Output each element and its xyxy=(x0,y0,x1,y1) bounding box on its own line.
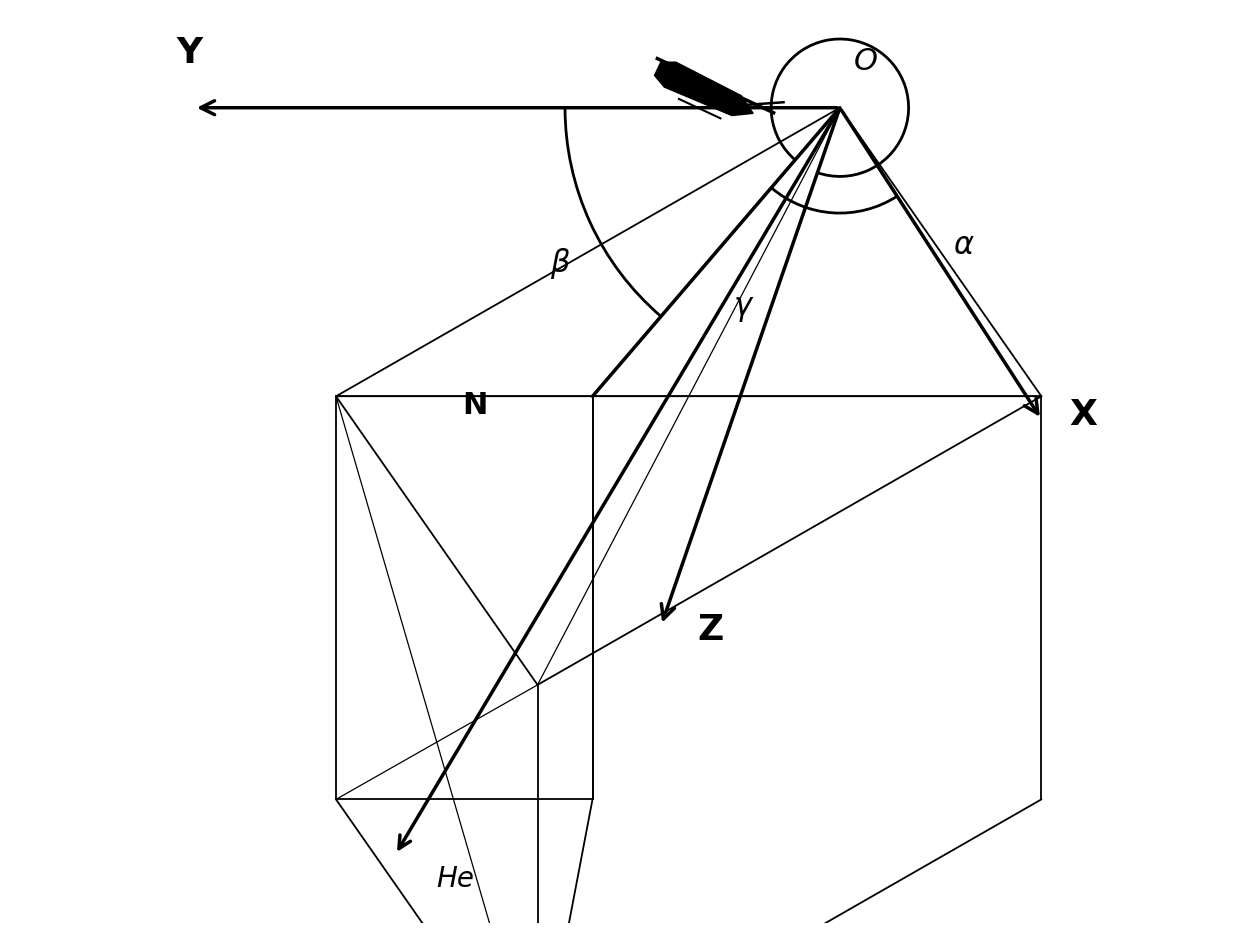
Text: Y: Y xyxy=(176,35,202,70)
Text: X: X xyxy=(1069,398,1096,432)
Text: O: O xyxy=(853,46,878,75)
Text: $\alpha$: $\alpha$ xyxy=(952,231,975,259)
Polygon shape xyxy=(655,62,753,115)
Text: He: He xyxy=(436,865,474,893)
Text: $\beta$: $\beta$ xyxy=(551,246,570,281)
Text: Z: Z xyxy=(698,613,724,647)
Text: N: N xyxy=(461,391,487,420)
Text: $\gamma$: $\gamma$ xyxy=(733,295,754,324)
